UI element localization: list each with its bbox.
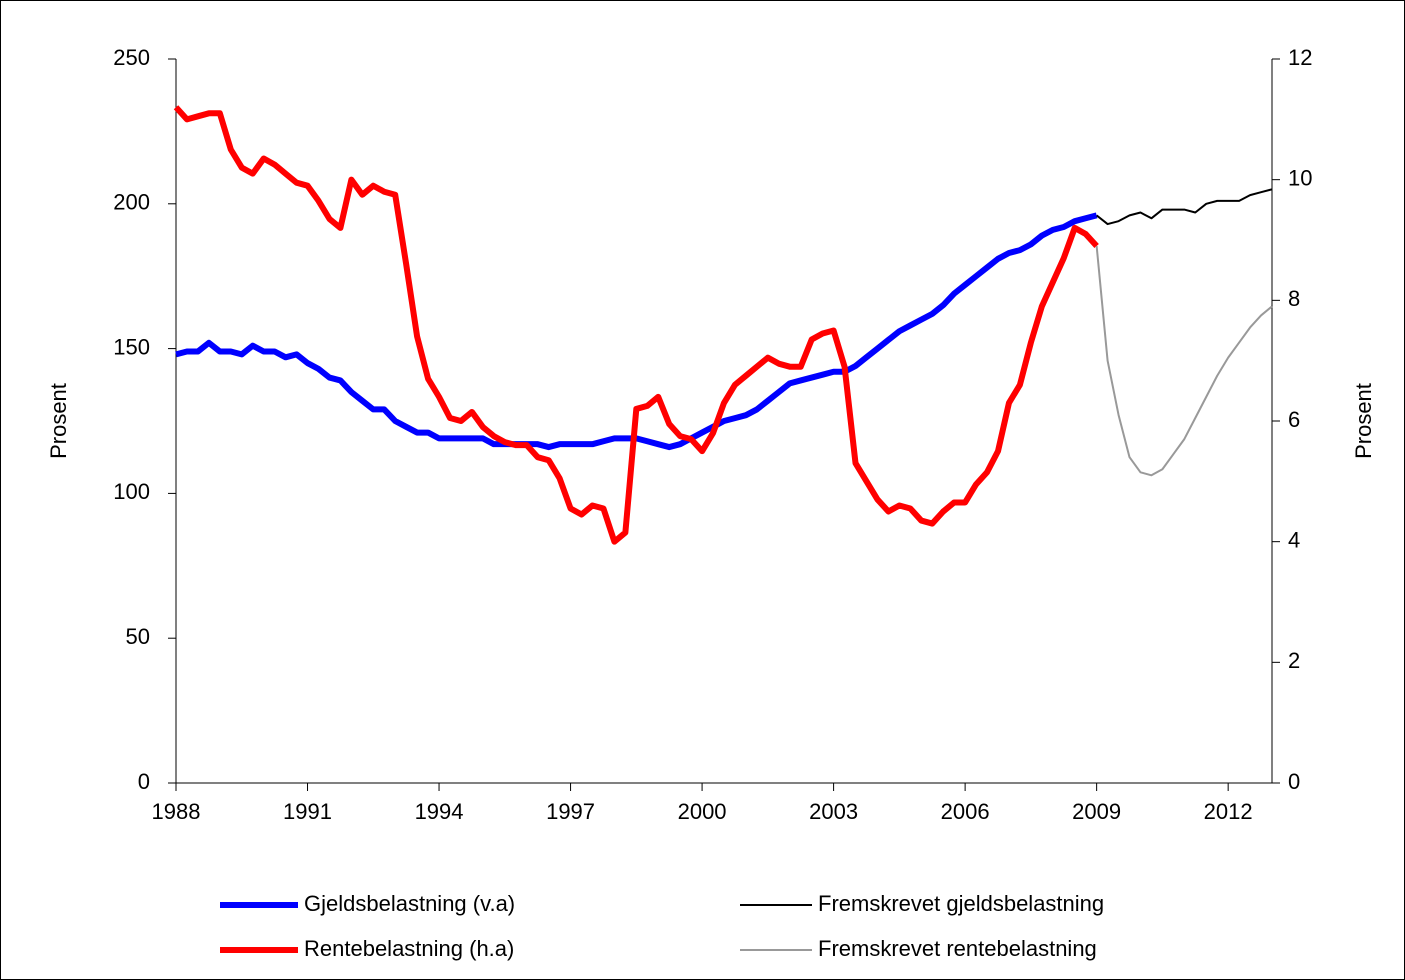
series-line [173,105,1099,545]
y-tick-label: 100 [113,479,150,504]
legend-label: Gjeldsbelastning (v.a) [304,891,515,916]
series-line [1095,245,1273,477]
legend-label: Fremskrevet rentebelastning [818,936,1097,961]
legend-label: Rentebelastning (h.a) [304,936,514,961]
series-line [1096,188,1273,226]
y2-axis-label: Prosent [1351,383,1376,459]
x-tick-label: 1988 [152,799,201,824]
x-tick-label: 2000 [678,799,727,824]
x-tick-label: 1997 [546,799,595,824]
y2-tick-label: 0 [1288,769,1300,794]
x-tick-label: 2012 [1204,799,1253,824]
y-tick-label: 200 [113,190,150,215]
y-tick-label: 150 [113,334,150,359]
y2-tick-label: 6 [1288,407,1300,432]
legend-label: Fremskrevet gjeldsbelastning [818,891,1104,916]
x-tick-label: 1994 [415,799,464,824]
x-tick-label: 1991 [283,799,332,824]
y2-tick-label: 8 [1288,286,1300,311]
x-tick-label: 2006 [941,799,990,824]
y2-tick-label: 10 [1288,165,1312,190]
x-tick-label: 2009 [1072,799,1121,824]
y-tick-label: 50 [126,624,150,649]
y-tick-label: 250 [113,45,150,70]
y-tick-label: 0 [138,769,150,794]
x-tick-label: 2003 [809,799,858,824]
y2-tick-label: 2 [1288,648,1300,673]
y2-tick-label: 12 [1288,45,1312,70]
y2-tick-label: 4 [1288,527,1300,552]
y-axis-label: Prosent [46,383,71,459]
